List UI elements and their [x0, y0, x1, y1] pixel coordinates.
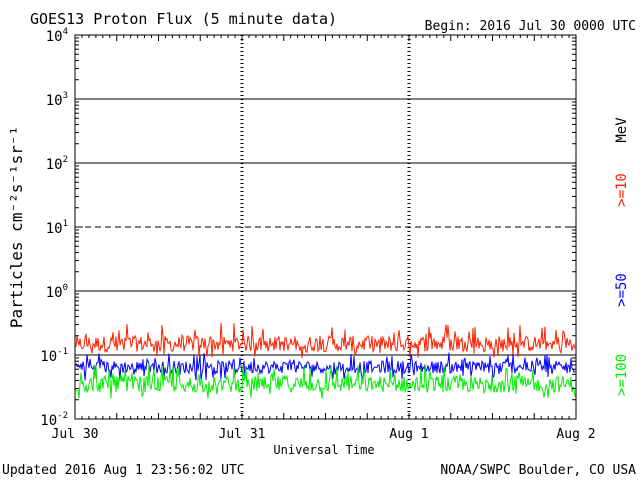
begin-date: Begin: 2016 Jul 30 0000 UTC — [425, 19, 636, 34]
x-tick-label: Jul 31 — [219, 427, 266, 442]
chart-title: GOES13 Proton Flux (5 minute data) — [30, 10, 337, 28]
x-tick-label: Aug 2 — [556, 427, 595, 442]
credit-text: NOAA/SWPC Boulder, CO USA — [440, 463, 636, 478]
updated-timestamp: Updated 2016 Aug 1 23:56:02 UTC — [2, 463, 245, 478]
y-tick-label: 102 — [46, 155, 68, 173]
y-tick-label: 100 — [46, 283, 68, 301]
grid-layer — [75, 35, 576, 419]
plot-frame — [74, 34, 577, 420]
y-tick-label: 104 — [46, 27, 68, 45]
x-axis-label: Universal Time — [273, 443, 374, 457]
y-tick-label: 10-2 — [40, 411, 68, 429]
units-label: MeV — [614, 117, 630, 143]
legend-entry-1: >=50 — [614, 273, 630, 307]
legend-entry-2: >=100 — [614, 354, 630, 396]
y-tick-label: 10-1 — [40, 347, 68, 365]
series-layer — [75, 322, 576, 399]
series-line-0 — [75, 322, 576, 358]
legend: MeV >=10 >=50 >=100 — [614, 117, 630, 396]
legend-entry-0: >=10 — [614, 173, 630, 207]
x-tick-label: Aug 1 — [389, 427, 428, 442]
y-tick-label: 103 — [46, 91, 68, 109]
series-line-2 — [75, 363, 576, 399]
y-axis-label: Particles cm⁻²s⁻¹sr⁻¹ — [7, 126, 26, 328]
y-tick-label: 101 — [46, 219, 68, 237]
x-tick-label: Jul 30 — [52, 427, 99, 442]
